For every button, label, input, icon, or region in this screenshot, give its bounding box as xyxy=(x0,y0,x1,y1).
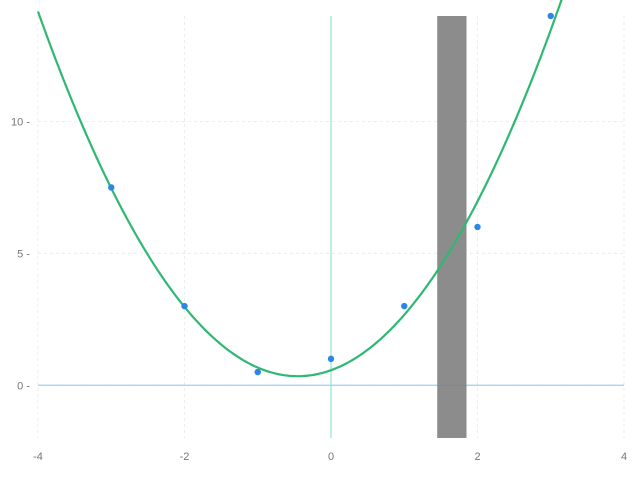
fit-curve-layer xyxy=(36,0,563,378)
data-point xyxy=(254,368,261,376)
fit-curve xyxy=(36,0,563,378)
reference-lines xyxy=(38,16,624,438)
x-tick-label: 4 xyxy=(621,451,627,463)
data-point xyxy=(547,12,554,20)
y-tick-label: 5 - xyxy=(17,248,30,260)
x-tick-label: 2 xyxy=(474,451,480,463)
y-axis-ticks: 0 - 5 - 10 - xyxy=(11,117,30,393)
x-tick-label: 0 xyxy=(328,451,334,463)
data-point xyxy=(401,302,408,310)
y-tick-label: 10 - xyxy=(11,117,30,129)
shaded-band xyxy=(437,16,467,438)
x-tick-label: -4 xyxy=(33,451,43,463)
y-tick-label: 0 - xyxy=(17,380,30,392)
data-points xyxy=(108,12,554,376)
data-point xyxy=(181,302,188,310)
x-tick-label: -2 xyxy=(180,451,190,463)
x-axis-ticks: -4 -2 0 2 4 xyxy=(33,451,627,463)
data-point xyxy=(474,223,481,231)
data-point xyxy=(108,184,115,191)
shaded-band-layer xyxy=(437,16,467,438)
data-point xyxy=(327,355,335,363)
